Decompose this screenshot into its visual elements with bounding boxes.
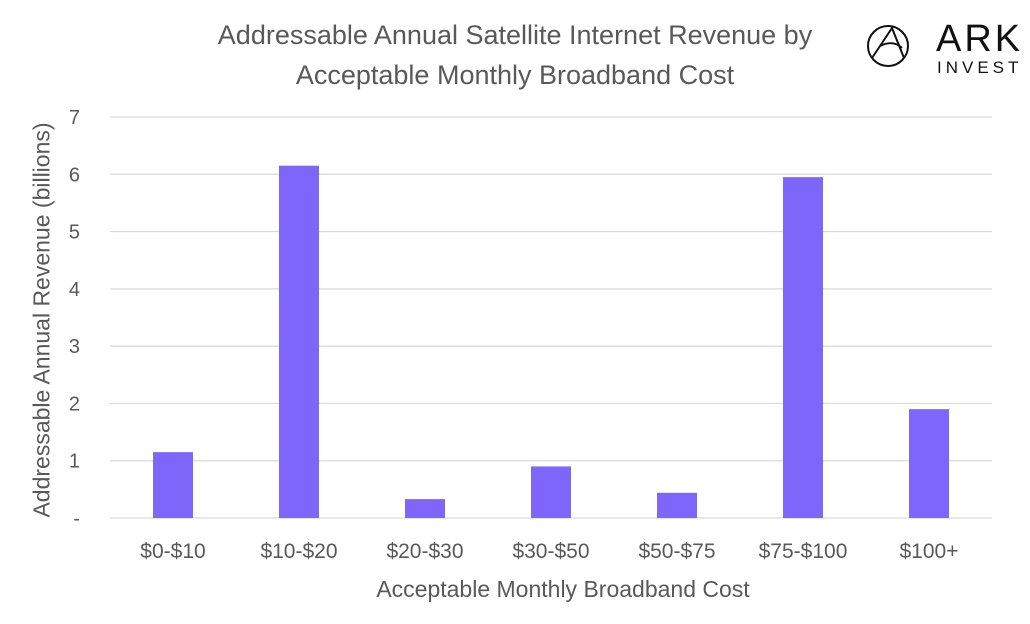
bar bbox=[657, 492, 697, 518]
y-tick-label: 3 bbox=[69, 336, 80, 358]
x-tick-label: $0-$10 bbox=[140, 540, 205, 563]
x-tick-label: $100+ bbox=[900, 540, 959, 563]
x-tick-label: $10-$20 bbox=[260, 540, 337, 563]
bar bbox=[405, 499, 445, 518]
bar bbox=[531, 466, 571, 518]
y-tick-label: 4 bbox=[69, 279, 80, 301]
ark-invest-logo bbox=[867, 25, 909, 67]
x-tick-label: $30-$50 bbox=[512, 540, 589, 563]
x-axis-label: Acceptable Monthly Broadband Cost bbox=[376, 576, 750, 602]
chart-title-line-2: Acceptable Monthly Broadband Cost bbox=[295, 60, 735, 90]
logo-ark-text: ARK bbox=[936, 18, 1024, 60]
bar bbox=[783, 177, 823, 518]
bar bbox=[153, 452, 193, 518]
ark-logo-mark-icon bbox=[867, 25, 909, 67]
logo-invest-text: INVEST bbox=[937, 58, 1023, 77]
y-tick-label: 5 bbox=[69, 222, 80, 244]
x-tick-label: $20-$30 bbox=[386, 540, 463, 563]
y-tick-label: 2 bbox=[69, 393, 80, 415]
y-tick-label: - bbox=[73, 508, 80, 530]
y-tick-label: 1 bbox=[69, 451, 80, 473]
y-tick-label: 7 bbox=[69, 107, 80, 129]
bar bbox=[909, 409, 949, 518]
chart-title-line-1: Addressable Annual Satellite Internet Re… bbox=[217, 20, 813, 50]
y-tick-label: 6 bbox=[69, 164, 80, 186]
x-tick-label: $50-$75 bbox=[638, 540, 715, 563]
x-tick-label: $75-$100 bbox=[759, 540, 848, 563]
bar bbox=[279, 165, 319, 518]
